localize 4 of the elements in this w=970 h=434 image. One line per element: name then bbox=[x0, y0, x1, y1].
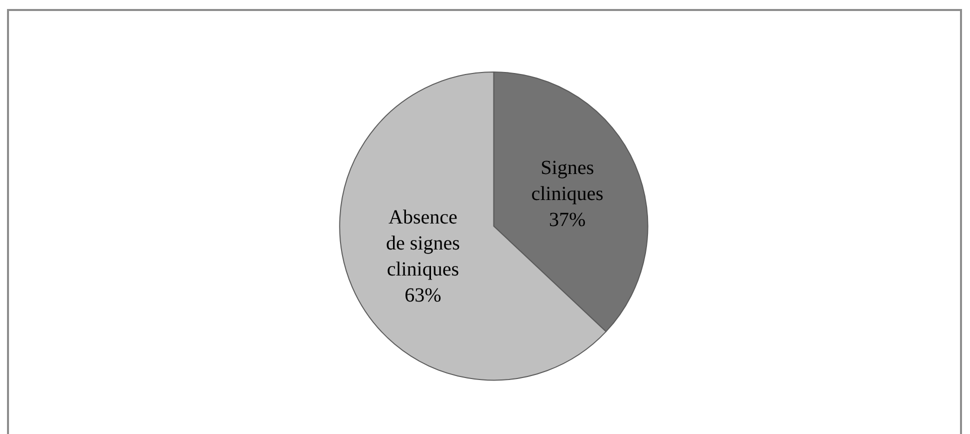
data-label: 63% bbox=[404, 284, 442, 307]
slice-label: Signes cliniques bbox=[531, 157, 604, 206]
data-label: 37% bbox=[549, 209, 586, 232]
slice-label: Absence de signes cliniques bbox=[386, 206, 460, 281]
